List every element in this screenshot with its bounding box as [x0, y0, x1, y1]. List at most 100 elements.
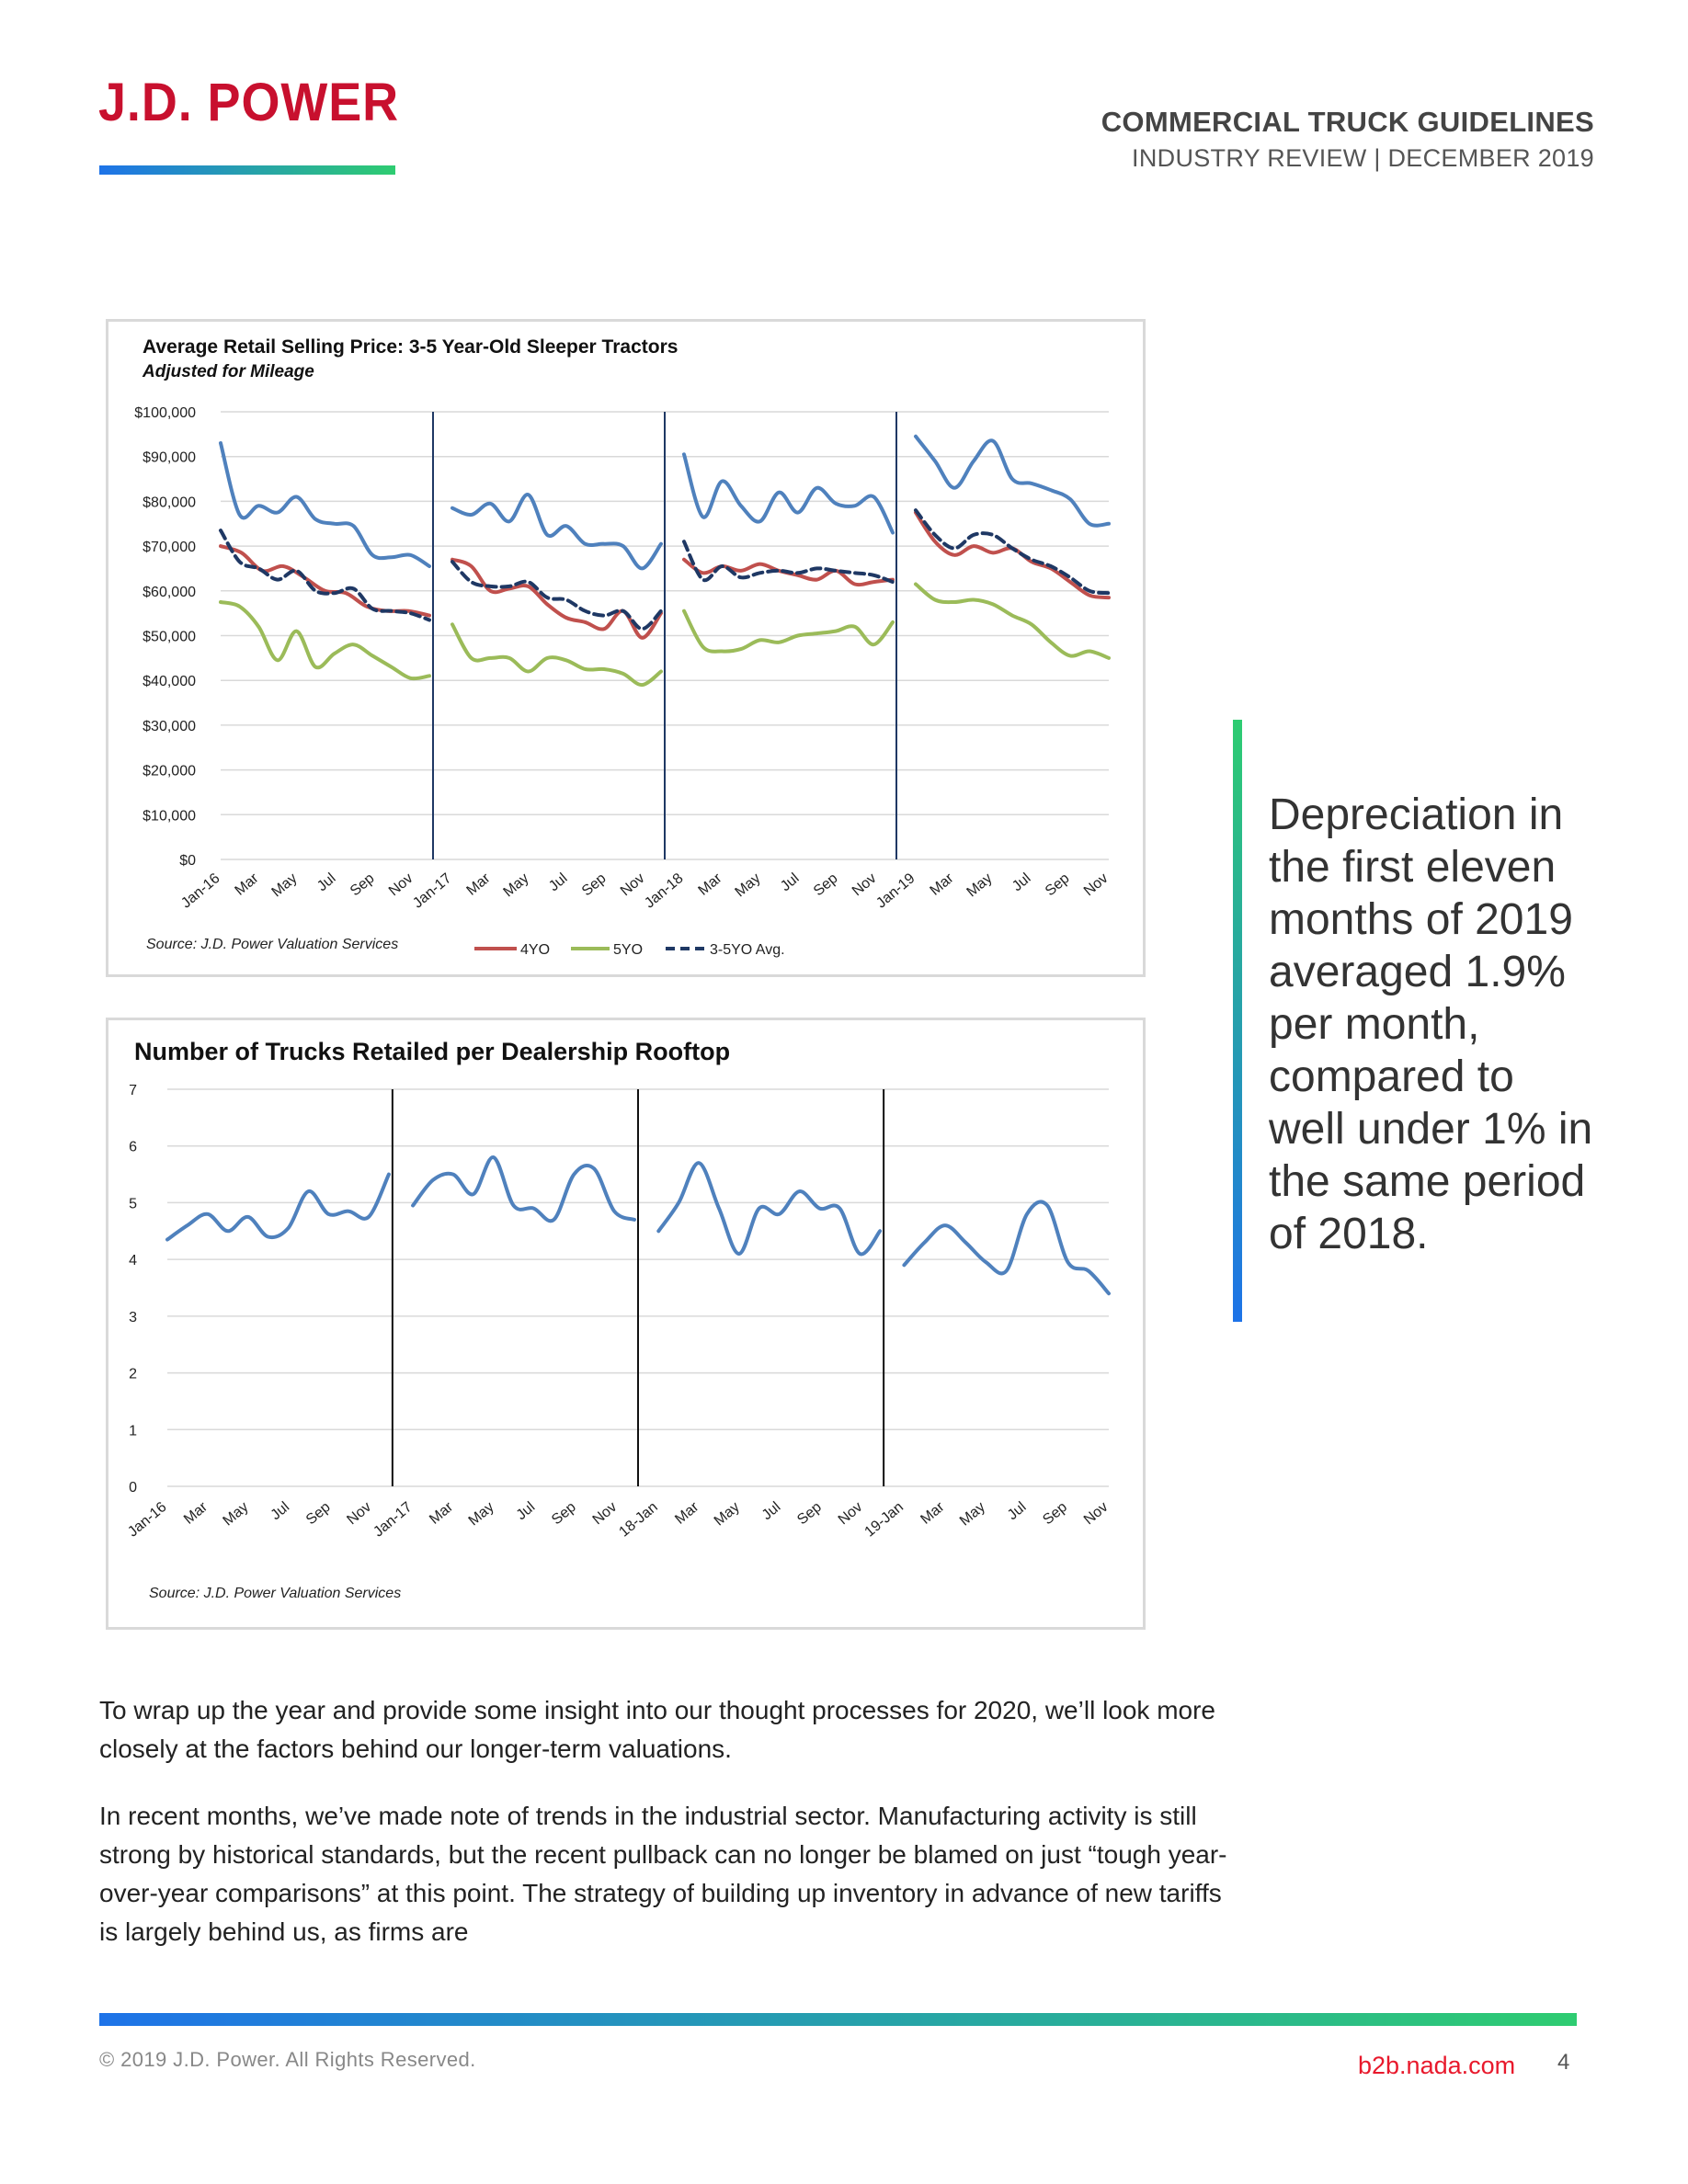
series-line-5yo — [914, 582, 1111, 660]
x-tick-label: May — [712, 1499, 743, 1529]
x-tick-label: 19-Jan — [862, 1499, 907, 1540]
logo-accent-bar — [99, 165, 395, 175]
y-tick-label: $30,000 — [143, 719, 196, 734]
y-tick-label: 5 — [129, 1196, 137, 1211]
x-tick-label: Jan-17 — [410, 870, 454, 912]
series-line-trucks — [411, 1155, 636, 1223]
price-chart-subtitle: Adjusted for Mileage — [142, 362, 314, 381]
legend-4yo-label: 4YO — [520, 942, 550, 958]
price-chart-legend: 4YO 5YO 3-5YO Avg. — [474, 942, 785, 958]
x-tick-label: Sep — [1040, 1499, 1070, 1528]
x-tick-label: Jan-16 — [178, 870, 222, 912]
x-tick-label: Jul — [1009, 870, 1034, 894]
price-chart-title: Average Retail Selling Price: 3-5 Year-O… — [143, 336, 678, 358]
x-tick-label: May — [500, 870, 531, 900]
copyright-text: © 2019 J.D. Power. All Rights Reserved. — [99, 2048, 476, 2071]
y-tick-label: 3 — [129, 1310, 137, 1325]
y-tick-label: 6 — [129, 1140, 137, 1155]
y-tick-label: $100,000 — [134, 405, 196, 421]
x-tick-label: Sep — [579, 870, 610, 899]
x-tick-label: Mar — [233, 870, 263, 899]
x-tick-label: May — [221, 1499, 252, 1529]
x-tick-label: Jul — [514, 1499, 539, 1523]
series-line-trucks — [656, 1161, 883, 1257]
body-paragraph-2: In recent months, we’ve made note of tre… — [99, 1802, 1227, 1946]
x-tick-label: Mar — [464, 870, 495, 899]
series-line-avg — [682, 540, 895, 585]
x-tick-label: Mar — [181, 1499, 211, 1528]
x-tick-label: May — [957, 1499, 988, 1529]
x-tick-label: Jul — [1005, 1499, 1030, 1523]
y-tick-label: 1 — [129, 1423, 137, 1439]
x-tick-label: Nov — [850, 870, 880, 899]
series-line-5yo — [219, 600, 431, 681]
series-line-5yo — [682, 609, 895, 654]
x-tick-label: Nov — [836, 1499, 866, 1528]
y-tick-label: $80,000 — [143, 495, 196, 510]
x-tick-label: Jan-18 — [642, 870, 686, 912]
x-tick-label: Nov — [618, 870, 648, 899]
x-tick-label: Mar — [696, 870, 726, 899]
x-tick-label: Jan-16 — [125, 1499, 169, 1541]
y-tick-label: 2 — [129, 1367, 137, 1382]
y-tick-label: 4 — [129, 1253, 137, 1268]
x-tick-label: Jul — [268, 1499, 293, 1523]
website-link[interactable]: b2b.nada.com — [1358, 2052, 1516, 2079]
series-line-top — [682, 452, 895, 535]
y-tick-label: $50,000 — [143, 630, 196, 645]
series-line-trucks — [165, 1172, 391, 1242]
report-title: COMMERCIAL TRUCK GUIDELINES — [1101, 106, 1594, 138]
series-line-top — [451, 493, 663, 571]
series-line-trucks — [902, 1200, 1111, 1296]
x-tick-label: Sep — [303, 1499, 334, 1528]
price-chart: Average Retail Selling Price: 3-5 Year-O… — [106, 319, 1146, 977]
x-tick-label: Jan-19 — [873, 870, 918, 912]
price-chart-source: Source: J.D. Power Valuation Services — [146, 937, 398, 952]
x-tick-label: Mar — [928, 870, 958, 899]
x-tick-label: Nov — [1081, 870, 1112, 899]
x-tick-label: Jul — [778, 870, 803, 894]
x-tick-label: Nov — [344, 1499, 374, 1528]
x-tick-label: Sep — [348, 870, 378, 899]
body-paragraph-1: To wrap up the year and provide some ins… — [99, 1696, 1216, 1763]
x-tick-label: Sep — [549, 1499, 579, 1528]
price-chart-svg: Average Retail Selling Price: 3-5 Year-O… — [134, 336, 1112, 958]
series-line-avg — [451, 560, 663, 631]
x-tick-label: Mar — [672, 1499, 702, 1528]
x-tick-label: Jul — [314, 870, 339, 894]
x-tick-label: May — [466, 1499, 497, 1529]
series-line-top — [914, 434, 1111, 528]
page-number: 4 — [1557, 2050, 1570, 2075]
x-tick-label: Mar — [918, 1499, 948, 1528]
y-tick-label: 7 — [129, 1083, 137, 1098]
y-tick-label: $70,000 — [143, 540, 196, 555]
x-tick-label: May — [964, 870, 995, 900]
y-tick-label: $20,000 — [143, 764, 196, 779]
y-tick-label: $0 — [179, 853, 196, 869]
y-tick-label: 0 — [129, 1480, 137, 1496]
y-tick-label: $40,000 — [143, 674, 196, 689]
series-line-top — [219, 441, 431, 568]
y-tick-label: $10,000 — [143, 808, 196, 824]
legend-avg-label: 3-5YO Avg. — [710, 942, 785, 958]
trucks-chart-svg: Number of Trucks Retailed per Dealership… — [125, 1038, 1112, 1601]
x-tick-label: 18-Jan — [616, 1499, 660, 1540]
trucks-chart-title: Number of Trucks Retailed per Dealership… — [134, 1038, 730, 1065]
trucks-per-rooftop-chart: Number of Trucks Retailed per Dealership… — [106, 1018, 1146, 1630]
x-tick-label: Sep — [811, 870, 841, 899]
jd-power-logo: J.D. POWER — [98, 73, 399, 132]
footer-accent-bar — [99, 2013, 1577, 2026]
legend-5yo-label: 5YO — [613, 942, 643, 958]
report-subtitle: INDUSTRY REVIEW | DECEMBER 2019 — [1132, 144, 1594, 172]
x-tick-label: Nov — [1081, 1499, 1112, 1528]
y-tick-label: $60,000 — [143, 585, 196, 600]
x-tick-label: Jul — [759, 1499, 784, 1523]
y-tick-label: $90,000 — [143, 450, 196, 466]
quote-accent-bar — [1233, 720, 1242, 1322]
x-tick-label: May — [268, 870, 300, 900]
series-line-5yo — [451, 622, 663, 688]
x-tick-label: Mar — [427, 1499, 457, 1528]
x-tick-label: May — [732, 870, 763, 900]
series-line-avg — [219, 529, 431, 622]
series-line-avg — [914, 508, 1111, 596]
